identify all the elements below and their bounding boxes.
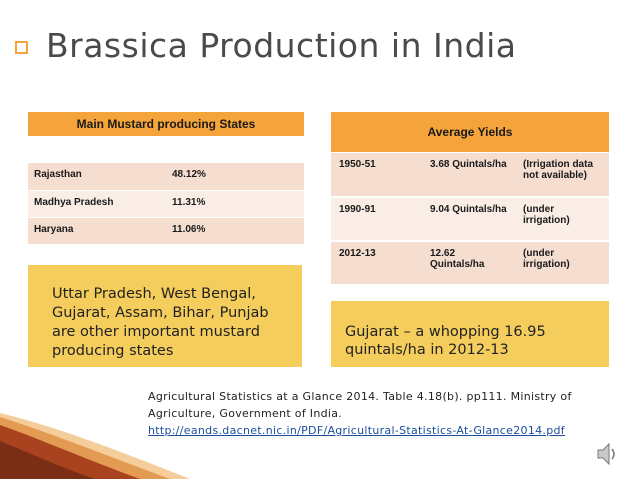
- state-name: Madhya Pradesh: [28, 190, 166, 218]
- yield-period: 2012-13: [331, 241, 422, 286]
- yield-note: (under irrigation): [515, 197, 609, 242]
- yield-value: 9.04 Quintals/ha: [422, 197, 515, 242]
- title-bullet-icon: [15, 41, 28, 54]
- states-header: Main Mustard producing States: [28, 112, 304, 136]
- yields-header: Average Yields: [331, 112, 609, 152]
- yield-period: 1990-91: [331, 197, 422, 242]
- state-share: 48.12%: [166, 163, 304, 191]
- table-row: Madhya Pradesh 11.31%: [28, 190, 304, 218]
- state-share: 11.31%: [166, 190, 304, 218]
- state-name: Rajasthan: [28, 163, 166, 191]
- other-states-note: Uttar Pradesh, West Bengal, Gujarat, Ass…: [28, 265, 302, 367]
- table-row: 1990-91 9.04 Quintals/ha (under irrigati…: [331, 197, 609, 242]
- yield-period: 1950-51: [331, 153, 422, 198]
- yields-header-label: Average Yields: [427, 125, 513, 139]
- source-text: Agricultural Statistics at a Glance 2014…: [148, 390, 572, 420]
- table-row: Rajasthan 48.12%: [28, 163, 304, 191]
- yield-value: 12.62 Quintals/ha: [422, 241, 515, 286]
- source-citation: Agricultural Statistics at a Glance 2014…: [148, 388, 618, 439]
- source-link[interactable]: http://eands.dacnet.nic.in/PDF/Agricultu…: [148, 424, 565, 437]
- slide-title: Brassica Production in India: [46, 26, 517, 65]
- decorative-swoosh: [0, 413, 190, 479]
- speaker-icon[interactable]: [596, 441, 618, 467]
- table-row: 1950-51 3.68 Quintals/ha (Irrigation dat…: [331, 153, 609, 198]
- yield-note: (Irrigation data not available): [515, 153, 609, 198]
- states-table: Rajasthan 48.12% Madhya Pradesh 11.31% H…: [28, 163, 304, 245]
- state-name: Haryana: [28, 217, 166, 245]
- table-row: Haryana 11.06%: [28, 217, 304, 245]
- yields-table: 1950-51 3.68 Quintals/ha (Irrigation dat…: [331, 153, 609, 286]
- state-share: 11.06%: [166, 217, 304, 245]
- yield-value: 3.68 Quintals/ha: [422, 153, 515, 198]
- table-row: 2012-13 12.62 Quintals/ha (under irrigat…: [331, 241, 609, 286]
- gujarat-note: Gujarat – a whopping 16.95 quintals/ha i…: [331, 301, 609, 367]
- states-header-label: Main Mustard producing States: [76, 117, 256, 131]
- yield-note: (under irrigation): [515, 241, 609, 286]
